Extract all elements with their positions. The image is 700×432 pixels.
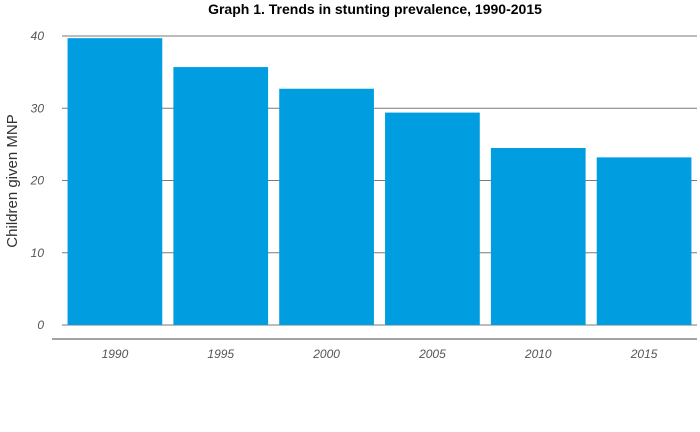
gridlines (62, 35, 697, 326)
x-tick-label: 1995 (207, 347, 234, 361)
x-tick-label: 2005 (418, 347, 446, 361)
chart-title: Graph 1. Trends in stunting prevalence, … (208, 1, 542, 17)
bar-1990 (67, 38, 163, 326)
x-tick-label: 2000 (312, 347, 340, 361)
bar-2015 (596, 157, 692, 325)
bar-2010 (490, 147, 586, 325)
y-tick-label: 40 (31, 29, 45, 43)
x-tick-label: 2010 (524, 347, 552, 361)
bar-2005 (385, 112, 480, 325)
x-tick-label: 2015 (630, 347, 658, 361)
bar-1995 (173, 67, 269, 325)
y-axis-label: Children given MNP (4, 114, 21, 247)
y-tick-label: 30 (31, 101, 45, 115)
y-tick-label: 0 (37, 318, 44, 332)
y-tick-label: 20 (30, 174, 45, 188)
bars (67, 38, 692, 326)
x-axis-ticks: 1990 1995 2000 2005 2010 2015 (102, 347, 658, 361)
y-axis-ticks: 0 10 20 30 40 (30, 29, 45, 332)
bar-2000 (279, 88, 374, 326)
y-tick-label: 10 (31, 246, 45, 260)
x-tick-label: 1990 (102, 347, 129, 361)
